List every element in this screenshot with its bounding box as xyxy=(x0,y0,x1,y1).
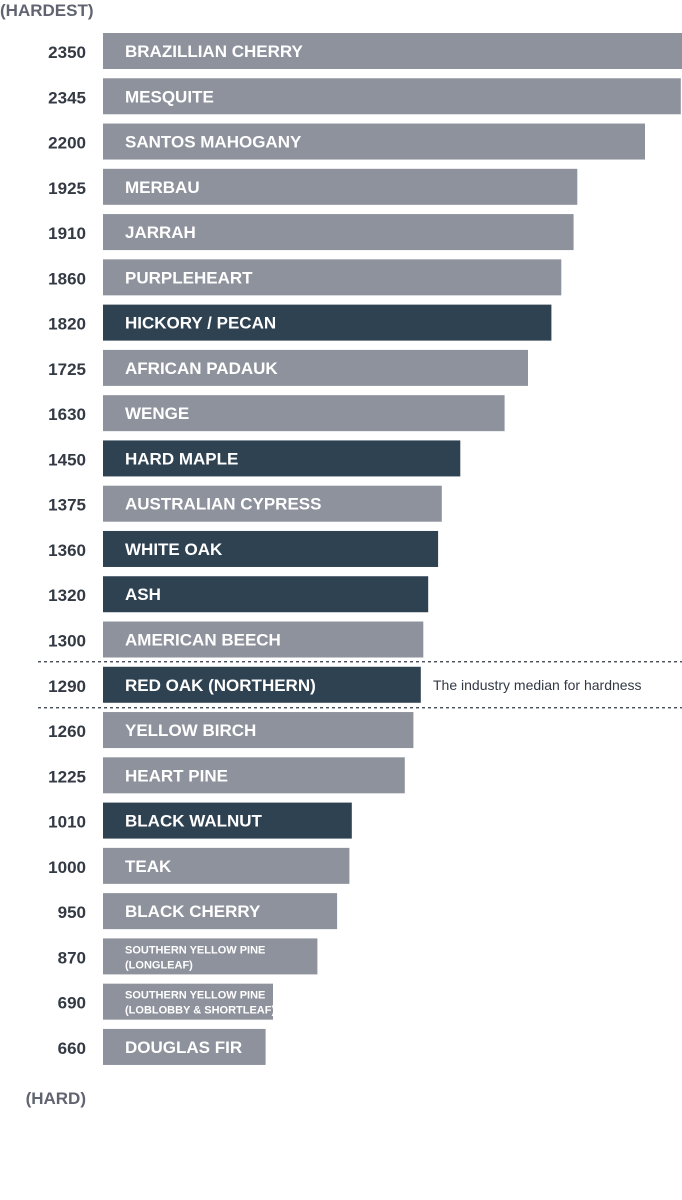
value-label-wenge: 1630 xyxy=(48,405,86,424)
bar-american-beech xyxy=(103,621,424,658)
bar-southern-yellow-pine-longleaf xyxy=(103,938,318,975)
bar-brazillian-cherry xyxy=(103,33,682,69)
value-label-australian-cypress: 1375 xyxy=(48,496,86,515)
bar-heart-pine xyxy=(103,757,405,794)
bar-label-southern-yellow-pine-loblobby-shortleaf: SOUTHERN YELLOW PINE (LOBLOBBY & SHORTLEA… xyxy=(125,990,275,1017)
bar-label-purpleheart: PURPLEHEART xyxy=(125,268,253,287)
bar-label-ash: ASH xyxy=(125,585,161,604)
value-label-red-oak-northern: 1290 xyxy=(48,677,86,696)
bar-label-mesquite: MESQUITE xyxy=(125,87,214,106)
value-label-hickory-pecan: 1820 xyxy=(48,315,86,334)
bar-merbau xyxy=(103,168,578,205)
bar-label-black-cherry: BLACK CHERRY xyxy=(125,902,261,921)
bar-label-southern-yellow-pine-longleaf: SOUTHERN YELLOW PINE (LONGLEAF) xyxy=(125,944,265,971)
bar-australian-cypress xyxy=(103,485,442,522)
bar-label-australian-cypress: AUSTRALIAN CYPRESS xyxy=(125,495,321,514)
bar-hard-maple xyxy=(103,440,461,477)
bar-label-teak: TEAK xyxy=(125,857,172,876)
bar-label-hard-maple: HARD MAPLE xyxy=(125,449,238,468)
bar-label-african-padauk: AFRICAN PADAUK xyxy=(125,359,278,378)
bar-label-santos-mahogany: SANTOS MAHOGANY xyxy=(125,133,302,152)
value-label-black-walnut: 1010 xyxy=(48,813,86,832)
value-label-douglas-fir: 660 xyxy=(58,1039,86,1058)
bar-label-black-walnut: BLACK WALNUT xyxy=(125,812,263,831)
bar-label-merbau: MERBAU xyxy=(125,178,200,197)
value-label-heart-pine: 1225 xyxy=(48,767,86,786)
bar-label-hickory-pecan: HICKORY / PECAN xyxy=(125,314,276,333)
value-label-black-cherry: 950 xyxy=(58,903,86,922)
bar-label-brazillian-cherry: BRAZILLIAN CHERRY xyxy=(125,42,304,61)
value-label-hard-maple: 1450 xyxy=(48,450,86,469)
value-label-white-oak: 1360 xyxy=(48,541,86,560)
value-label-african-padauk: 1725 xyxy=(48,360,86,379)
bar-black-cherry xyxy=(103,893,338,930)
bar-red-oak-northern xyxy=(103,666,421,703)
bar-yellow-birch xyxy=(103,712,414,749)
value-label-santos-mahogany: 2200 xyxy=(48,134,86,153)
bar-mesquite xyxy=(103,78,681,115)
bars-group: 2350 BRAZILLIAN CHERRY 2345 MESQUITE 2200 SAN… xyxy=(38,33,682,1065)
bar-label-red-oak-northern: RED OAK (NORTHERN) xyxy=(125,676,316,695)
bar-label-douglas-fir: DOUGLAS FIR xyxy=(125,1038,242,1057)
bar-douglas-fir xyxy=(103,1028,266,1065)
bar-southern-yellow-pine-loblobby-shortleaf xyxy=(103,983,273,1020)
bar-label-jarrah: JARRAH xyxy=(125,223,196,242)
bar-label-wenge: WENGE xyxy=(125,404,189,423)
median-annotation: The industry median for hardness xyxy=(433,677,642,693)
bar-african-padauk xyxy=(103,349,528,386)
bar-jarrah xyxy=(103,214,574,251)
bar-teak xyxy=(103,847,350,884)
value-label-ash: 1320 xyxy=(48,586,86,605)
bar-white-oak xyxy=(103,530,439,567)
bar-hickory-pecan xyxy=(103,304,552,341)
bar-wenge xyxy=(103,395,505,432)
value-label-yellow-birch: 1260 xyxy=(48,722,86,741)
value-label-merbau: 1925 xyxy=(48,179,86,198)
value-label-southern-yellow-pine-loblobby-shortleaf: 690 xyxy=(58,994,86,1013)
value-label-purpleheart: 1860 xyxy=(48,269,86,288)
hard-label: (HARD) xyxy=(26,1089,86,1108)
bar-ash xyxy=(103,576,429,613)
bar-label-yellow-birch: YELLOW BIRCH xyxy=(125,721,256,740)
bar-black-walnut xyxy=(103,802,352,839)
value-label-southern-yellow-pine-longleaf: 870 xyxy=(58,948,86,967)
bar-purpleheart xyxy=(103,259,562,296)
value-label-american-beech: 1300 xyxy=(48,632,86,651)
bar-santos-mahogany xyxy=(103,123,645,160)
value-label-jarrah: 1910 xyxy=(48,224,86,243)
value-label-teak: 1000 xyxy=(48,858,86,877)
bar-label-american-beech: AMERICAN BEECH xyxy=(125,631,281,650)
bar-label-white-oak: WHITE OAK xyxy=(125,540,223,559)
bar-label-heart-pine: HEART PINE xyxy=(125,766,228,785)
value-label-mesquite: 2345 xyxy=(48,88,86,107)
hardest-label: (HARDEST) xyxy=(0,1,94,20)
value-label-brazillian-cherry: 2350 xyxy=(48,43,86,62)
